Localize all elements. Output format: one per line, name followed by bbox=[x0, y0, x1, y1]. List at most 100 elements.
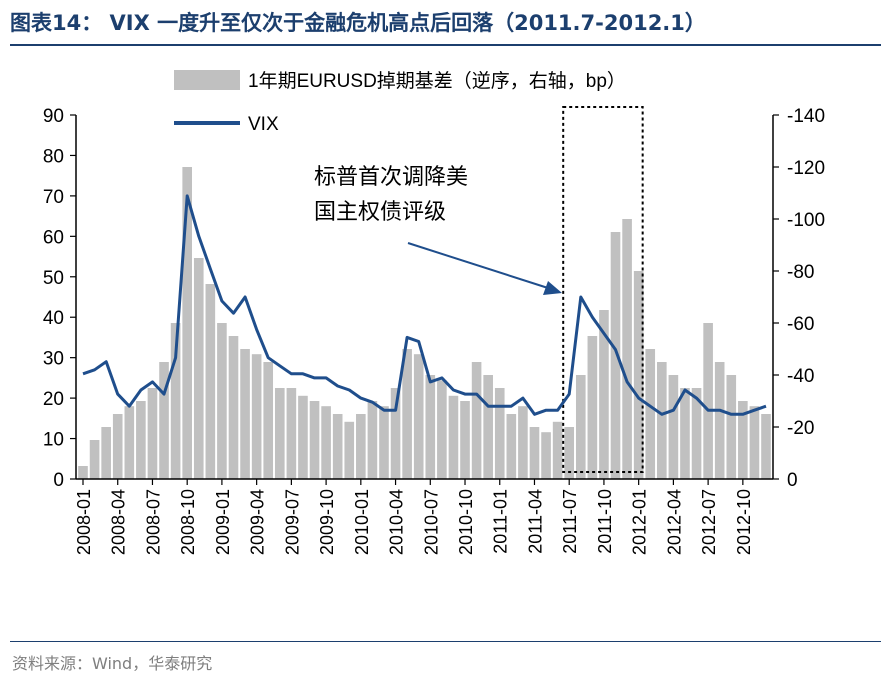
annotation-line-2: 国主权债评级 bbox=[314, 200, 446, 225]
basis-bar bbox=[633, 271, 644, 479]
right-tick-label: -120 bbox=[787, 158, 825, 179]
basis-bar bbox=[460, 401, 470, 479]
x-tick-label: 2012-01 bbox=[630, 489, 650, 555]
basis-bar bbox=[471, 362, 482, 479]
legend-label-basis: 1年期EURUSD掉期基差（逆序，右轴，bp） bbox=[248, 70, 626, 92]
basis-bar bbox=[193, 258, 204, 479]
basis-bar bbox=[309, 401, 320, 479]
basis-bar bbox=[390, 388, 401, 479]
x-tick-label: 2011-10 bbox=[595, 489, 615, 554]
basis-bar bbox=[610, 232, 621, 479]
basis-bar bbox=[263, 362, 274, 479]
basis-bar bbox=[518, 406, 528, 479]
left-tick-label: 20 bbox=[43, 389, 64, 410]
right-tick-label: -60 bbox=[787, 314, 814, 335]
legend: 1年期EURUSD掉期基差（逆序，右轴，bp） VIX bbox=[174, 70, 626, 135]
chart-title: 图表14： VIX 一度升至仅次于金融危机高点后回落（2011.7-2012.1… bbox=[10, 11, 706, 35]
basis-bar bbox=[668, 375, 679, 479]
right-tick-label: 0 bbox=[787, 470, 798, 491]
right-tick-label: -80 bbox=[787, 262, 814, 283]
x-tick-label: 2008-07 bbox=[143, 489, 163, 555]
basis-bar bbox=[182, 167, 192, 479]
basis-bar bbox=[147, 388, 158, 479]
basis-bar bbox=[217, 323, 227, 479]
x-tick-label: 2009-01 bbox=[213, 489, 233, 555]
basis-bar bbox=[159, 362, 169, 479]
basis-bar bbox=[367, 401, 378, 479]
basis-bar bbox=[726, 375, 737, 479]
basis-bar bbox=[564, 427, 575, 479]
basis-bar bbox=[587, 336, 598, 479]
right-axis: -140 -120 -100 -80 -60 -40 -20 0 bbox=[773, 106, 825, 491]
x-tick-label: 2008-04 bbox=[109, 489, 129, 555]
basis-bar bbox=[101, 427, 111, 479]
left-tick-label: 80 bbox=[43, 146, 64, 167]
basis-bar bbox=[552, 421, 563, 479]
annotation-line-1: 标普首次调降美 bbox=[314, 165, 468, 190]
basis-bar bbox=[379, 406, 389, 479]
basis-bar bbox=[356, 414, 366, 479]
basis-bar bbox=[205, 284, 216, 479]
footer-rule bbox=[10, 641, 881, 642]
basis-bar bbox=[645, 349, 656, 479]
left-tick-label: 90 bbox=[43, 106, 64, 127]
x-tick-label: 2011-04 bbox=[525, 489, 545, 554]
x-tick-label: 2012-10 bbox=[734, 489, 754, 555]
x-tick-label: 2008-01 bbox=[74, 489, 94, 555]
x-tick-label: 2010-10 bbox=[456, 489, 476, 555]
x-tick-label: 2010-07 bbox=[421, 489, 441, 555]
title-rule bbox=[10, 44, 881, 46]
x-tick-label: 2011-01 bbox=[491, 489, 511, 554]
left-axis: 90 80 70 60 50 40 30 20 10 0 bbox=[43, 106, 76, 491]
basis-bar bbox=[251, 354, 262, 479]
x-tick-label: 2010-01 bbox=[352, 489, 372, 555]
basis-bar bbox=[575, 375, 586, 479]
legend-swatch-basis bbox=[174, 70, 240, 90]
x-tick-label: 2011-07 bbox=[560, 489, 580, 554]
basis-bar bbox=[112, 414, 123, 479]
basis-bar bbox=[228, 336, 239, 479]
basis-bar bbox=[494, 388, 505, 479]
left-tick-label: 30 bbox=[43, 349, 64, 370]
left-tick-label: 50 bbox=[43, 268, 64, 289]
right-tick-label: -140 bbox=[787, 106, 825, 127]
basis-bar bbox=[691, 388, 702, 479]
x-tick-label: 2008-10 bbox=[178, 489, 198, 555]
annotation-arrow bbox=[407, 242, 549, 289]
x-tick-label: 2012-07 bbox=[699, 489, 719, 555]
basis-bar bbox=[483, 375, 493, 479]
axes bbox=[75, 115, 774, 480]
basis-bar bbox=[738, 401, 748, 479]
basis-bar bbox=[124, 406, 135, 479]
basis-bar bbox=[78, 466, 88, 479]
left-tick-label: 70 bbox=[43, 187, 64, 208]
basis-bar bbox=[286, 388, 297, 479]
x-tick-label: 2009-10 bbox=[317, 489, 337, 555]
basis-bar bbox=[437, 380, 447, 479]
basis-bar bbox=[749, 406, 760, 479]
basis-bar bbox=[529, 427, 540, 479]
annotation-arrowhead bbox=[543, 281, 562, 295]
basis-bar bbox=[425, 375, 436, 479]
basis-bar bbox=[448, 395, 459, 479]
basis-bar bbox=[657, 362, 667, 479]
basis-bar bbox=[703, 323, 713, 479]
basis-bar bbox=[413, 354, 424, 479]
basis-bar bbox=[599, 310, 609, 479]
x-tick-label: 2012-04 bbox=[664, 489, 684, 555]
basis-bar bbox=[240, 349, 250, 479]
x-tick-label: 2010-04 bbox=[387, 489, 407, 555]
basis-bar bbox=[402, 349, 412, 479]
x-axis: 2008-01 2008-04 2008-07 2008-10 2009-01 2009-… bbox=[74, 479, 754, 555]
x-tick-label: 2009-04 bbox=[248, 489, 268, 555]
basis-bar bbox=[274, 388, 285, 479]
basis-bar bbox=[332, 414, 343, 479]
legend-label-vix: VIX bbox=[248, 114, 279, 135]
basis-bar bbox=[541, 432, 551, 479]
right-tick-label: -40 bbox=[787, 366, 814, 387]
basis-bar bbox=[321, 406, 331, 479]
basis-bar bbox=[506, 414, 517, 479]
x-tick-label: 2009-07 bbox=[282, 489, 302, 555]
basis-bar bbox=[89, 440, 100, 479]
chart: 90 80 70 60 50 40 30 20 10 0 -140 -120 -100 -80 -60 -4… bbox=[43, 70, 825, 555]
